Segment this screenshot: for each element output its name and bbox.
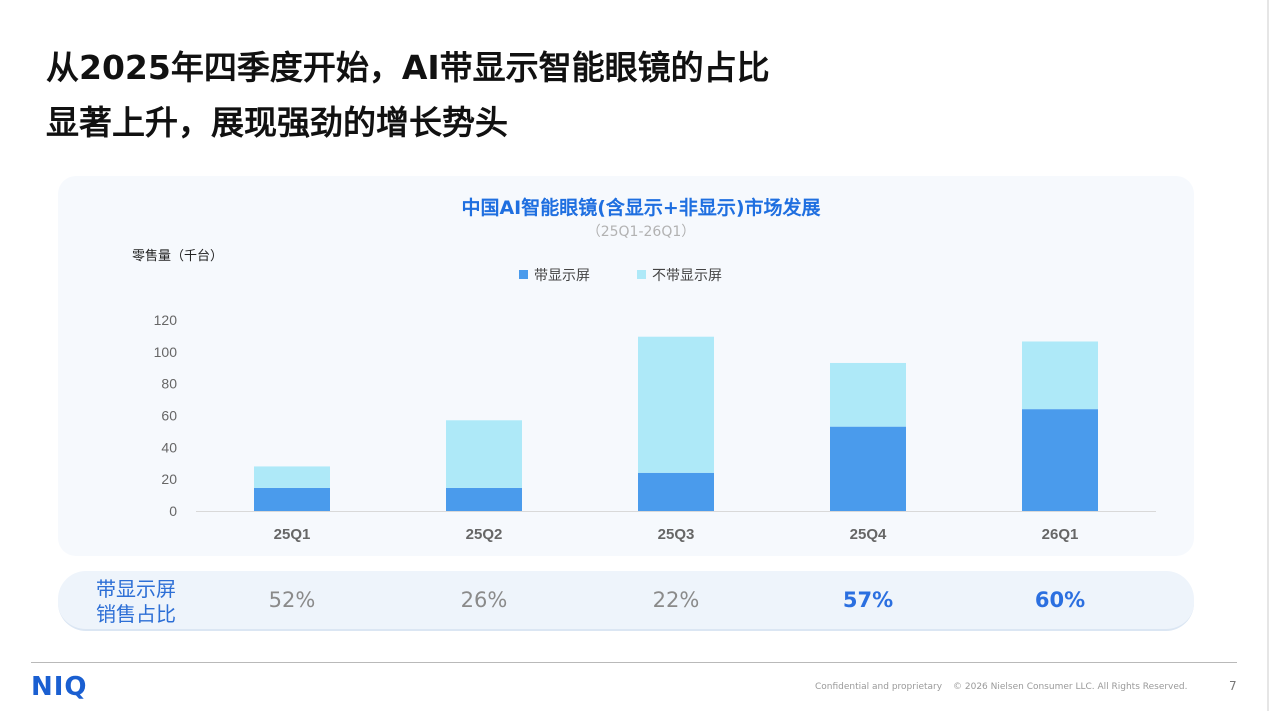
chart-title: 中国AI智能眼镜(含显示+非显示)市场发展	[461, 197, 821, 219]
x-tick-label: 25Q1	[274, 526, 311, 543]
chart-subtitle: （25Q1-26Q1）	[586, 224, 696, 240]
x-tick-label: 26Q1	[1042, 526, 1079, 543]
legend-swatch	[519, 270, 528, 279]
copyright-note: © 2026 Nielsen Consumer LLC. All Rights …	[953, 682, 1188, 692]
chart-legend: 带显示屏 不带显示屏	[519, 268, 722, 284]
chart-card	[58, 176, 1194, 556]
bar-25Q3-series-2	[638, 336, 714, 473]
y-axis-ticks: 0 20 40 60 80 100 120	[154, 312, 178, 519]
bar-26Q1-series-1	[1022, 409, 1098, 511]
footer-divider	[31, 662, 1237, 663]
share-row-label: 带显示屏 销售占比	[96, 577, 196, 627]
y-tick-label: 60	[161, 408, 177, 424]
legend-label: 不带显示屏	[652, 268, 722, 284]
y-tick-label: 40	[161, 439, 177, 455]
niq-logo: NIQ	[31, 672, 88, 702]
share-value-25Q2: 26%	[460, 588, 508, 612]
share-row-label-line-2: 销售占比	[96, 602, 176, 626]
bar-25Q4-series-2	[830, 362, 906, 427]
bar-25Q3-series-1	[638, 472, 714, 511]
bar-group	[254, 336, 1098, 511]
x-axis-ticks: 25Q1 25Q2 25Q3 25Q4 26Q1	[274, 526, 1079, 543]
share-row-label-line-1: 带显示屏	[96, 577, 176, 601]
bar-25Q1-series-1	[254, 487, 330, 511]
slide-edge	[1267, 0, 1269, 711]
x-tick-label: 25Q4	[850, 526, 887, 543]
bar-26Q1-series-2	[1022, 341, 1098, 410]
bar-25Q1-series-2	[254, 466, 330, 488]
page-number: 7	[1229, 679, 1237, 693]
share-value-25Q1: 52%	[268, 588, 316, 612]
share-value-25Q4: 57%	[842, 588, 894, 612]
y-tick-label: 100	[154, 344, 178, 360]
y-tick-label: 20	[161, 471, 177, 487]
bar-25Q2-series-2	[446, 420, 522, 488]
share-value-26Q1: 60%	[1034, 588, 1086, 612]
y-axis-label: 零售量（千台）	[132, 249, 224, 264]
headline-line-1: 从2025年四季度开始，AI带显示智能眼镜的占比	[46, 48, 770, 87]
y-tick-label: 0	[169, 503, 177, 519]
bar-25Q2-series-1	[446, 487, 522, 511]
y-tick-label: 120	[154, 312, 178, 328]
slide-headline: 从2025年四季度开始，AI带显示智能眼镜的占比 显著上升，展现强劲的增长势头	[46, 40, 946, 150]
share-row-band	[58, 571, 1194, 631]
y-tick-label: 80	[161, 376, 177, 392]
x-tick-label: 25Q2	[466, 526, 503, 543]
share-value-25Q3: 22%	[652, 588, 700, 612]
x-tick-label: 25Q3	[658, 526, 695, 543]
bar-25Q4-series-1	[830, 426, 906, 511]
legend-swatch	[637, 270, 646, 279]
confidential-note: Confidential and proprietary	[815, 682, 943, 692]
headline-line-2: 显著上升，展现强劲的增长势头	[46, 103, 508, 142]
legend-label: 带显示屏	[534, 268, 590, 284]
